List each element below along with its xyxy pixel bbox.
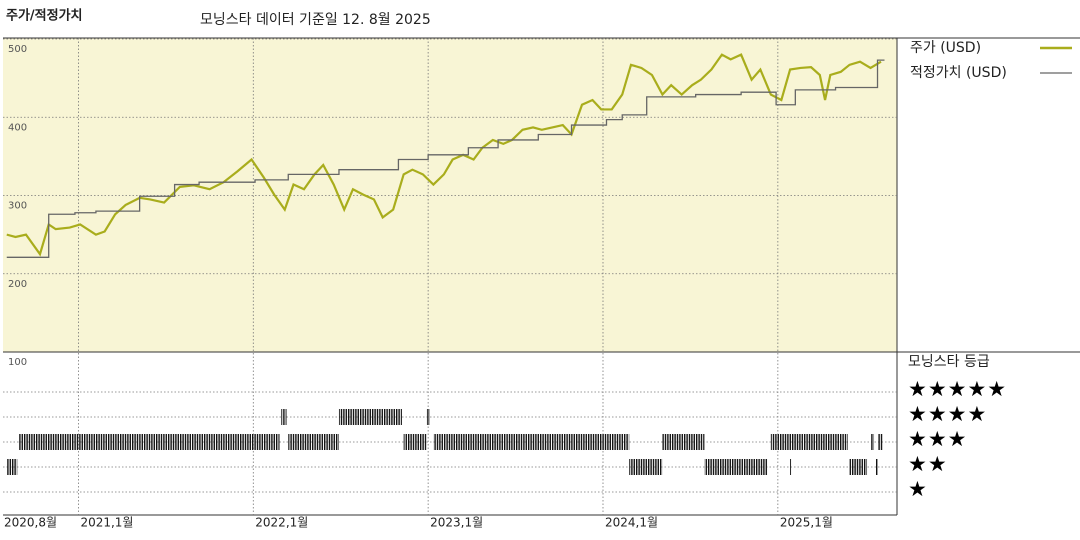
rating-title: 모닝스타 등급	[908, 354, 990, 370]
star-label: ★★	[908, 452, 948, 476]
star-label: ★	[908, 477, 928, 501]
rating-bar	[426, 409, 430, 425]
x-tick-label: 2023,1월	[430, 516, 483, 530]
rating-bar	[18, 434, 280, 450]
rating-bar	[629, 459, 663, 475]
star-label: ★★★	[908, 427, 967, 451]
x-tick-label: 2021,1월	[80, 516, 133, 530]
rating-bar	[770, 434, 848, 450]
rating-bar	[790, 459, 792, 475]
rating-bar	[875, 459, 878, 475]
rating-bar	[870, 434, 875, 450]
rating-bar	[281, 409, 287, 425]
rating-bar	[849, 459, 868, 475]
x-tick-label: 2024,1월	[605, 516, 658, 530]
rating-bar	[662, 434, 705, 450]
y-tick-label: 500	[8, 44, 27, 55]
rating-axis-label: 100	[8, 357, 27, 368]
star-label: ★★★★	[908, 402, 987, 426]
x-tick-label: 2025,1월	[780, 516, 833, 530]
rating-bar	[338, 409, 402, 425]
y-tick-label: 400	[8, 122, 27, 133]
rating-bar	[403, 434, 427, 450]
y-tick-label: 300	[8, 201, 27, 212]
x-tick-label: 2020,8월	[4, 516, 57, 530]
series-line	[6, 53, 882, 257]
rating-bar	[433, 434, 630, 450]
chart-subtitle: 모닝스타 데이터 기준일 12. 8월 2025	[200, 12, 431, 28]
legend-label: 적정가치 (USD)	[910, 65, 1007, 81]
chart-title: 주가/적정가치	[6, 8, 83, 24]
series-line	[6, 59, 885, 258]
price-panel	[3, 38, 897, 352]
rating-bar	[704, 459, 768, 475]
legend-label: 주가 (USD)	[910, 40, 981, 56]
star-label: ★★★★★	[908, 377, 1007, 401]
rating-bar	[877, 434, 883, 450]
y-tick-label: 200	[8, 279, 27, 290]
rating-bar	[6, 459, 18, 475]
x-tick-label: 2022,1월	[255, 516, 308, 530]
rating-bar	[288, 434, 339, 450]
